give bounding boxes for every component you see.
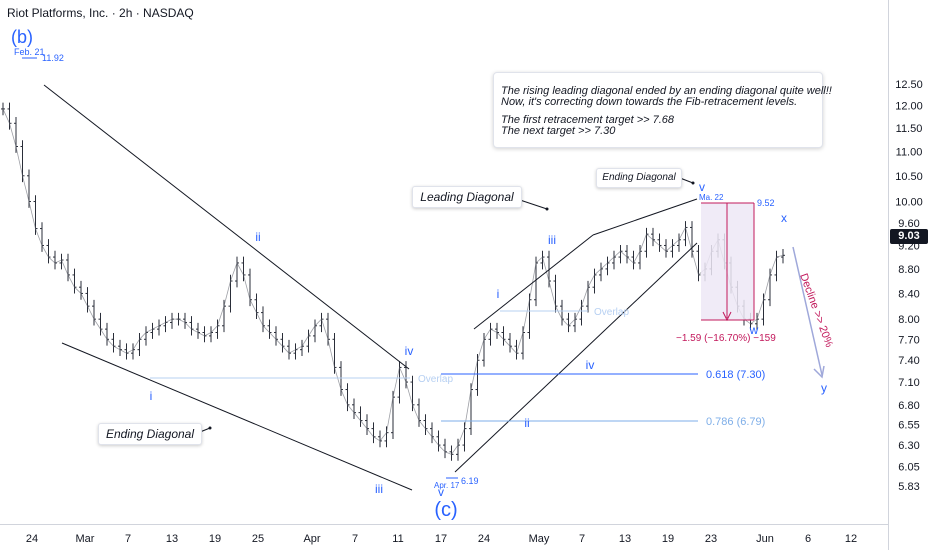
time-axis-border bbox=[0, 524, 888, 525]
x-tick-label: 11 bbox=[392, 533, 403, 545]
y-tick-label: 12.50 bbox=[895, 79, 923, 91]
x-tick-label: 6 bbox=[805, 533, 811, 545]
tag-pointer-dot bbox=[208, 426, 212, 430]
x-tick-label: 24 bbox=[478, 533, 490, 545]
measure-label: −1.59 (−16.70%) −159 bbox=[676, 333, 776, 344]
tag-pointer-leading bbox=[519, 199, 548, 210]
x-tick-label: 17 bbox=[435, 533, 447, 545]
y-tick-label: 6.80 bbox=[898, 400, 919, 412]
x-tick-label: 13 bbox=[619, 533, 631, 545]
decline-arrowhead bbox=[813, 365, 825, 379]
date-label-may22: Ma. 22 bbox=[699, 193, 724, 202]
wave-label: ii bbox=[255, 230, 260, 244]
leading-diagonal-lower bbox=[454, 242, 698, 473]
wave-label: v bbox=[438, 485, 444, 499]
date-label-apr17: Apr. 17 bbox=[434, 481, 460, 490]
wave-label: i bbox=[497, 287, 500, 301]
diagonal-lower-left bbox=[61, 342, 413, 491]
x-tick-label: 7 bbox=[125, 533, 131, 545]
y-tick-label: 12.00 bbox=[895, 100, 923, 112]
chart-title: Riot Platforms, Inc. · 2h · NASDAQ bbox=[7, 6, 194, 20]
y-tick-label: 7.70 bbox=[898, 334, 919, 346]
tag-pointer-dot bbox=[691, 181, 695, 185]
leading-diagonal-upper bbox=[473, 234, 594, 330]
y-tick-label: 9.60 bbox=[898, 218, 919, 230]
decline-arrow bbox=[792, 246, 823, 376]
decline-label: Decline >> 20% bbox=[797, 272, 835, 349]
date-label-feb21: Feb. 21 bbox=[14, 47, 45, 57]
overlap-label-right: Overlap bbox=[594, 307, 629, 318]
current-price-tag: 9.03 bbox=[890, 229, 928, 244]
diagonal-upper-left bbox=[43, 84, 410, 370]
x-tick-label: Jun bbox=[756, 533, 774, 545]
ending-diagonal-tag-left[interactable]: Ending Diagonal bbox=[98, 423, 202, 445]
price-line bbox=[2, 108, 784, 455]
wave-label: iii bbox=[548, 233, 556, 247]
leading-diagonal-upper-2 bbox=[592, 198, 698, 236]
y-tick-label: 10.00 bbox=[895, 197, 923, 209]
note-line-4: The next target >> 7.30 bbox=[501, 125, 616, 137]
x-tick-label: 19 bbox=[662, 533, 674, 545]
x-tick-label: 13 bbox=[166, 533, 178, 545]
y-tick-label: 6.05 bbox=[898, 461, 919, 473]
price-bars bbox=[1, 102, 785, 461]
price-axis-border bbox=[888, 0, 889, 550]
wave-label: iv bbox=[405, 344, 414, 358]
y-tick-label: 7.40 bbox=[898, 355, 919, 367]
wave-label: v bbox=[699, 180, 705, 194]
overlap-label-left: Overlap bbox=[418, 374, 453, 385]
x-tick-label: 23 bbox=[705, 533, 717, 545]
fib-786-label: 0.786 (6.79) bbox=[706, 416, 765, 428]
y-tick-label: 11.00 bbox=[896, 146, 923, 158]
wave-label: (b) bbox=[11, 27, 33, 47]
wave-label: iv bbox=[586, 358, 595, 372]
y-tick-label: 7.10 bbox=[898, 377, 919, 389]
note-line-2: Now, it's correcting down towards the Fi… bbox=[501, 96, 798, 108]
wave-label: ii bbox=[524, 416, 529, 430]
y-tick-label: 6.55 bbox=[898, 420, 919, 432]
x-tick-label: Apr bbox=[303, 533, 320, 545]
wave-label: (c) bbox=[434, 499, 457, 521]
x-tick-label: Mar bbox=[76, 533, 95, 545]
tag-pointer-right bbox=[679, 177, 694, 184]
x-tick-label: May bbox=[529, 533, 550, 545]
wave-label: y bbox=[821, 381, 827, 395]
y-tick-label: 11.50 bbox=[896, 123, 923, 135]
x-tick-label: 7 bbox=[352, 533, 358, 545]
y-tick-label: 6.30 bbox=[898, 440, 919, 452]
x-tick-label: 25 bbox=[252, 533, 264, 545]
wave-label: iii bbox=[375, 482, 383, 496]
price-label-619: 6.19 bbox=[461, 476, 479, 486]
tag-pointer-dot bbox=[545, 207, 549, 211]
y-tick-label: 8.40 bbox=[898, 288, 919, 300]
wave-label: i bbox=[150, 389, 153, 403]
x-tick-label: 12 bbox=[845, 533, 857, 545]
fib-618-label: 0.618 (7.30) bbox=[706, 369, 765, 381]
measure-arrowhead bbox=[722, 311, 732, 322]
ending-diagonal-tag-right[interactable]: Ending Diagonal bbox=[596, 168, 682, 188]
y-tick-label: 8.80 bbox=[898, 264, 919, 276]
leading-diagonal-tag[interactable]: Leading Diagonal bbox=[412, 186, 522, 208]
x-tick-label: 24 bbox=[26, 533, 38, 545]
wave-label: x bbox=[781, 211, 787, 225]
x-tick-label: 19 bbox=[209, 533, 221, 545]
price-label-952: 9.52 bbox=[757, 198, 775, 208]
note-line-1: The rising leading diagonal ended by an … bbox=[501, 85, 832, 97]
price-label-1192: 11.92 bbox=[42, 53, 64, 63]
x-tick-label: 7 bbox=[579, 533, 585, 545]
y-tick-label: 5.83 bbox=[898, 481, 919, 493]
wave-label: w bbox=[749, 323, 759, 337]
y-tick-label: 10.50 bbox=[895, 171, 923, 183]
note-line-3: The first retracement target >> 7.68 bbox=[501, 114, 675, 126]
y-tick-label: 8.00 bbox=[898, 314, 919, 326]
analysis-note[interactable]: The rising leading diagonal ended by an … bbox=[493, 72, 832, 148]
